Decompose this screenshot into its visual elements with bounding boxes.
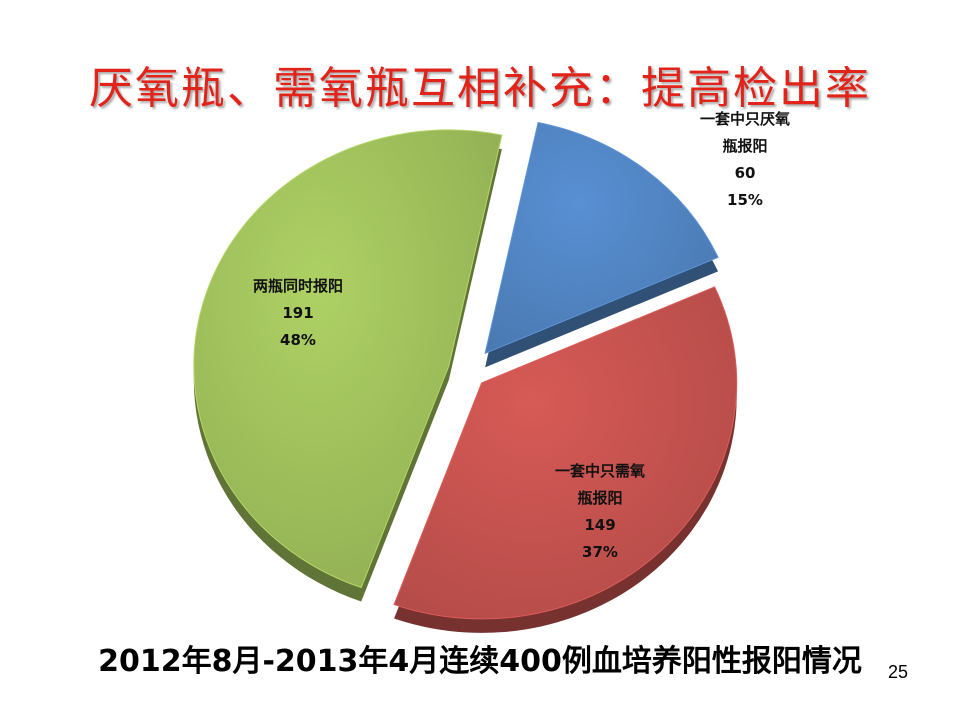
pie-slices [193,121,738,633]
pie-slice-0 [484,121,719,355]
slice-label-line-1-1: 瓶报阳 [577,489,622,507]
page-number: 25 [887,662,908,682]
slice-label-line-0-2: 两瓶同时报阳 [253,277,343,295]
chart-caption: 2012年8月-2013年4月连续400例血培养阳性报阳情况 [98,644,862,679]
slice-label-line-0-0: 一套中只厌氧 [700,110,790,128]
slide-title: 厌氧瓶、需氧瓶互相补充：提高检出率 [89,63,871,114]
pie-slice-1 [393,286,738,620]
slice-value-label-2: 191 [282,304,313,322]
pie-labels: 一套中只厌氧瓶报阳6015%一套中只需氧瓶报阳14937%两瓶同时报阳19148… [253,110,790,561]
slice-label-line-0-1: 一套中只需氧 [555,462,645,480]
slice-label-line-1-0: 瓶报阳 [722,137,767,155]
pie-slice-2 [193,129,503,589]
slice-percent-label-0: 15% [727,191,763,209]
slice-percent-label-2: 48% [280,331,316,349]
slice-value-label-0: 60 [735,164,756,182]
slice-value-label-1: 149 [584,516,615,534]
slice-percent-label-1: 37% [582,543,618,561]
